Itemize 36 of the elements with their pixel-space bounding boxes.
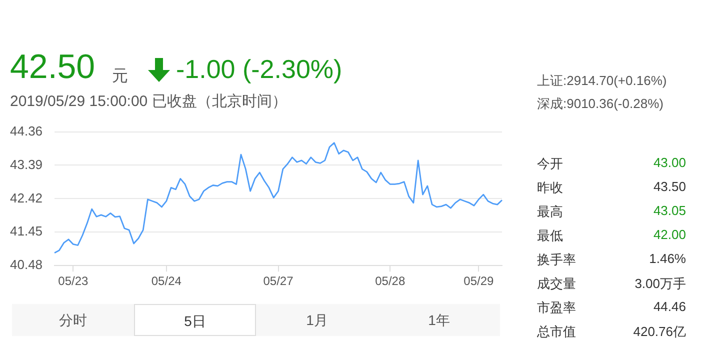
text: 5日 [134,304,256,336]
y-tick-label: 41.45 [10,224,43,239]
text: 420.76亿 [633,323,686,341]
text: 43.05 [653,203,686,218]
text: 43.50 [653,179,686,194]
text: 42.50 [10,48,96,87]
text: 最高 [537,203,563,221]
y-tick-label: 40.48 [10,257,43,272]
text: 总市值 [537,323,576,341]
text: 42.00 [653,227,686,242]
text: 深成:9010.36(-0.28%) [537,95,664,113]
y-tick-label: 43.39 [10,156,43,172]
text: 分时 [12,304,134,336]
text: 2019/05/29 15:00:00 已收盘（北京时间） [10,92,287,111]
text: 3.00万手 [634,275,686,293]
x-tick-label: 05/27 [263,274,294,288]
text: 1月 [256,304,378,336]
text: 市盈率 [537,299,576,317]
y-tick-label: 44.36 [10,123,43,138]
x-tick-label: 05/29 [464,274,494,288]
text: 43.00 [653,155,686,170]
x-tick-label: 05/28 [375,274,406,288]
text: 成交量 [537,275,576,293]
text: 1.46% [649,251,686,266]
text: 今开 [537,155,563,173]
text: 元 [112,67,128,87]
text: 上证:2914.70(+0.16%) [537,72,667,90]
text: 1年 [378,304,500,336]
x-tick-label: 05/24 [151,274,182,288]
x-tick-label: 05/23 [58,274,89,288]
text: -1.00 (-2.30%) [176,54,342,85]
text: 44.46 [653,299,686,314]
text: 昨收 [537,179,563,197]
text: 最低 [537,227,563,245]
y-tick-label: 42.42 [10,190,43,206]
text: 换手率 [537,251,576,269]
